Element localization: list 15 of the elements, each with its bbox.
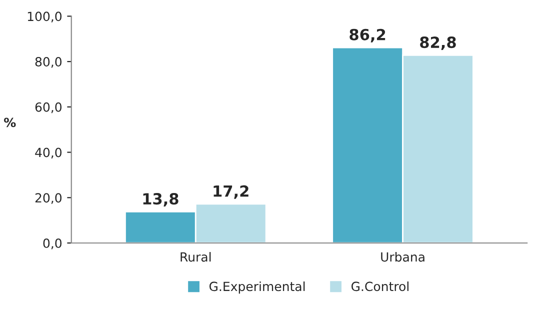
y-tick-label: 100,0	[28, 12, 62, 22]
y-tick-label: 80,0	[35, 57, 62, 68]
x-tick-label: Urbana	[381, 252, 424, 262]
data-label: 82,8	[420, 36, 456, 50]
legend-label: G.Experimental	[209, 281, 305, 294]
legend-label: G.Control	[351, 281, 408, 292]
data-label: 13,8	[143, 193, 178, 207]
y-axis-title: %	[4, 118, 16, 128]
y-tick-label: 60,0	[35, 102, 62, 114]
y-tick-label: 0,0	[43, 238, 62, 250]
data-label: 86,2	[350, 28, 386, 42]
y-tick-label: 20,0	[35, 193, 62, 204]
data-label: 17,2	[214, 185, 248, 199]
y-tick-label: 40,0	[35, 148, 62, 158]
x-tick-label: Rural	[180, 252, 211, 262]
